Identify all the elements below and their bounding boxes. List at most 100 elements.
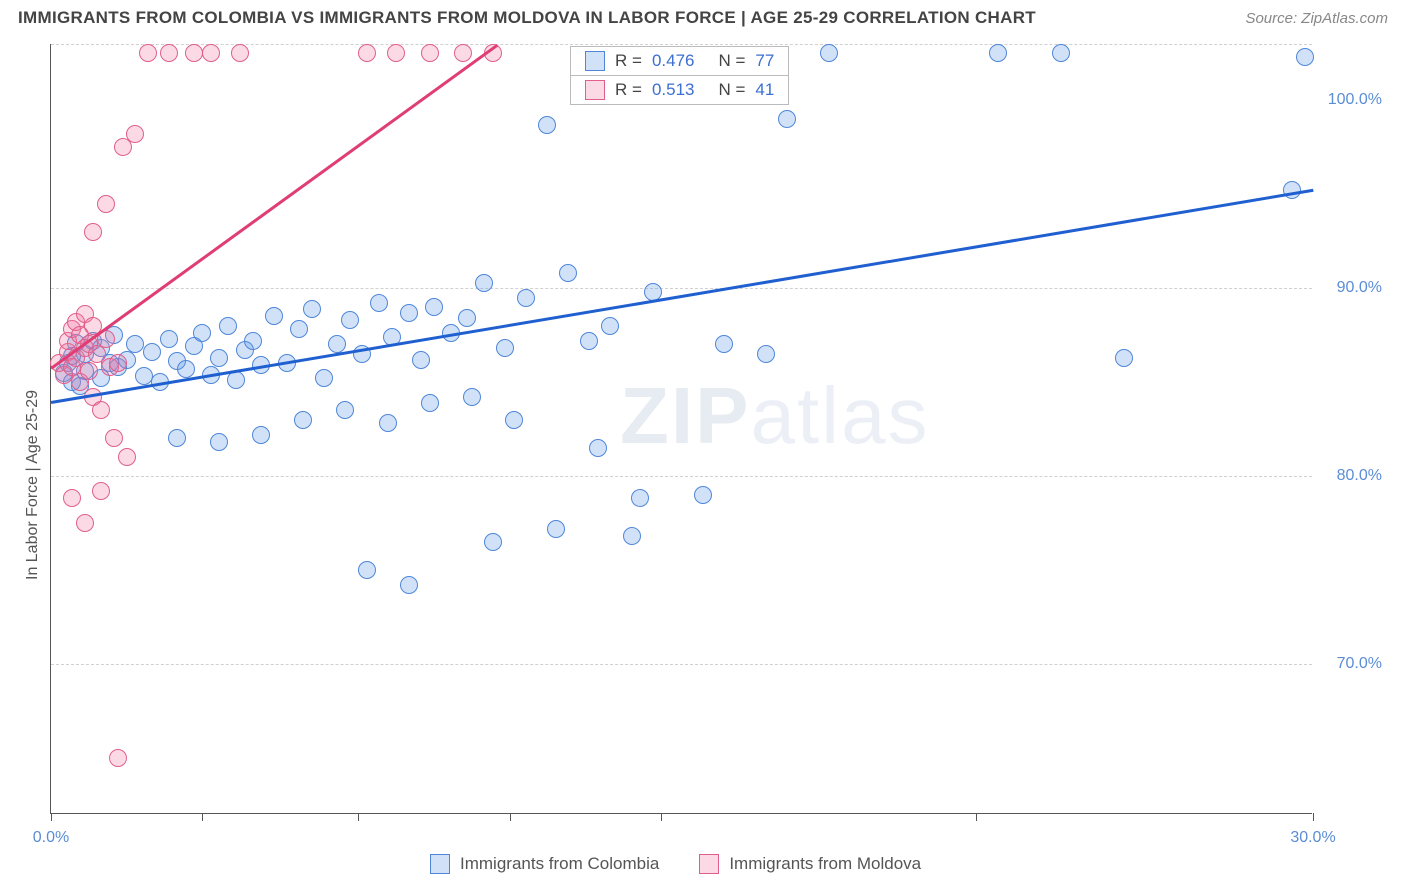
- data-point: [193, 324, 211, 342]
- x-tick: [358, 813, 359, 821]
- y-tick-label: 90.0%: [1322, 279, 1382, 297]
- data-point: [379, 414, 397, 432]
- x-tick: [661, 813, 662, 821]
- legend-swatch: [430, 854, 450, 874]
- stat-r-value: 0.513: [652, 80, 695, 100]
- data-point: [412, 351, 430, 369]
- y-tick-label: 80.0%: [1322, 467, 1382, 485]
- stat-r-value: 0.476: [652, 51, 695, 71]
- data-point: [631, 489, 649, 507]
- data-point: [757, 345, 775, 363]
- data-point: [1296, 48, 1314, 66]
- stat-r-label: R =: [615, 51, 642, 71]
- x-tick: [1313, 813, 1314, 821]
- data-point: [505, 411, 523, 429]
- data-point: [303, 300, 321, 318]
- data-point: [294, 411, 312, 429]
- x-tick: [510, 813, 511, 821]
- data-point: [778, 110, 796, 128]
- trend-line: [51, 189, 1313, 404]
- data-point: [623, 527, 641, 545]
- data-point: [210, 433, 228, 451]
- data-point: [139, 44, 157, 62]
- stats-row: R = 0.513 N = 41: [571, 76, 788, 104]
- data-point: [547, 520, 565, 538]
- source-label: Source: ZipAtlas.com: [1245, 10, 1388, 27]
- data-point: [400, 576, 418, 594]
- data-point: [84, 223, 102, 241]
- data-point: [126, 335, 144, 353]
- data-point: [425, 298, 443, 316]
- data-point: [463, 388, 481, 406]
- data-point: [336, 401, 354, 419]
- plot-area: 70.0%80.0%90.0%100.0%0.0%30.0%: [50, 44, 1312, 814]
- data-point: [400, 304, 418, 322]
- data-point: [290, 320, 308, 338]
- legend-swatch: [585, 51, 605, 71]
- data-point: [517, 289, 535, 307]
- data-point: [118, 448, 136, 466]
- data-point: [92, 482, 110, 500]
- data-point: [475, 274, 493, 292]
- y-tick-label: 100.0%: [1322, 91, 1382, 109]
- data-point: [97, 195, 115, 213]
- data-point: [496, 339, 514, 357]
- data-point: [715, 335, 733, 353]
- stat-n-value: 41: [755, 80, 774, 100]
- data-point: [820, 44, 838, 62]
- legend-item: Immigrants from Colombia: [430, 854, 659, 874]
- y-axis-label: In Labor Force | Age 25-29: [24, 390, 42, 580]
- data-point: [358, 44, 376, 62]
- y-tick-label: 70.0%: [1322, 655, 1382, 673]
- x-tick-label: 30.0%: [1290, 829, 1335, 847]
- data-point: [421, 394, 439, 412]
- data-point: [458, 309, 476, 327]
- legend-label: Immigrants from Colombia: [460, 854, 659, 874]
- gridline: [51, 476, 1312, 477]
- legend-label: Immigrants from Moldova: [729, 854, 921, 874]
- stat-n-label: N =: [718, 80, 745, 100]
- gridline: [51, 288, 1312, 289]
- data-point: [989, 44, 1007, 62]
- data-point: [589, 439, 607, 457]
- data-point: [1115, 349, 1133, 367]
- data-point: [126, 125, 144, 143]
- data-point: [109, 749, 127, 767]
- data-point: [694, 486, 712, 504]
- data-point: [202, 44, 220, 62]
- data-point: [559, 264, 577, 282]
- data-point: [358, 561, 376, 579]
- data-point: [252, 426, 270, 444]
- data-point: [538, 116, 556, 134]
- correlation-stats-box: R = 0.476 N = 77 R = 0.513 N = 41: [570, 46, 789, 105]
- data-point: [484, 533, 502, 551]
- data-point: [185, 44, 203, 62]
- stat-r-label: R =: [615, 80, 642, 100]
- data-point: [210, 349, 228, 367]
- chart-title: IMMIGRANTS FROM COLOMBIA VS IMMIGRANTS F…: [18, 8, 1036, 28]
- data-point: [160, 44, 178, 62]
- data-point: [168, 429, 186, 447]
- data-point: [421, 44, 439, 62]
- data-point: [341, 311, 359, 329]
- data-point: [315, 369, 333, 387]
- x-tick: [51, 813, 52, 821]
- data-point: [105, 429, 123, 447]
- series-legend: Immigrants from Colombia Immigrants from …: [430, 854, 921, 874]
- data-point: [143, 343, 161, 361]
- data-point: [454, 44, 472, 62]
- data-point: [580, 332, 598, 350]
- data-point: [63, 489, 81, 507]
- data-point: [1052, 44, 1070, 62]
- gridline: [51, 664, 1312, 665]
- data-point: [80, 362, 98, 380]
- legend-swatch: [585, 80, 605, 100]
- stat-n-value: 77: [755, 51, 774, 71]
- data-point: [370, 294, 388, 312]
- data-point: [227, 371, 245, 389]
- data-point: [177, 360, 195, 378]
- x-tick-label: 0.0%: [33, 829, 69, 847]
- data-point: [160, 330, 178, 348]
- data-point: [265, 307, 283, 325]
- legend-item: Immigrants from Moldova: [699, 854, 921, 874]
